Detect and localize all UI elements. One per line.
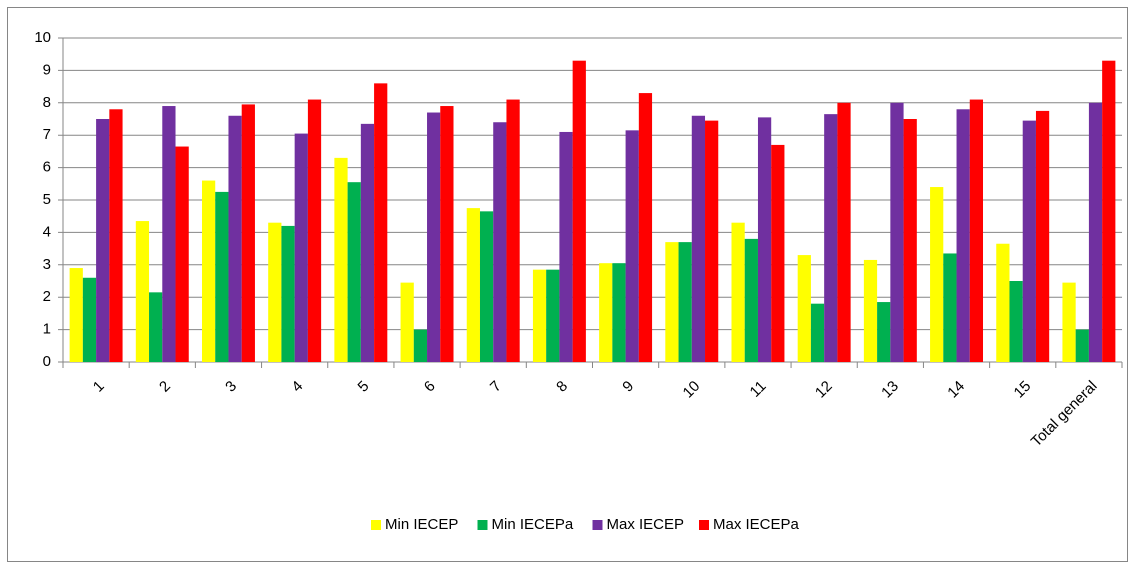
bar: [863, 259, 878, 362]
bar: [241, 104, 255, 363]
bar: [109, 109, 123, 362]
bar: [996, 243, 1010, 362]
bar: [427, 112, 441, 363]
bar: [69, 268, 83, 362]
y-tick-label: 8: [43, 94, 51, 111]
legend-label: Min IECEP: [385, 516, 458, 533]
y-tick-label: 0: [43, 353, 51, 370]
bar: [559, 131, 573, 362]
legend-label: Max IECEPa: [713, 516, 800, 533]
bar: [678, 242, 692, 362]
bar: [440, 106, 454, 362]
bar: [532, 269, 547, 362]
bar: [810, 303, 825, 362]
bar: [215, 191, 229, 362]
bar: [1022, 120, 1036, 363]
bar: [347, 182, 361, 362]
bar: [307, 99, 322, 362]
y-tick-label: 1: [43, 321, 51, 338]
bar: [149, 292, 163, 362]
legend-swatch: [477, 520, 488, 530]
bar: [360, 123, 375, 362]
bar: [228, 115, 242, 362]
bar: [162, 106, 176, 362]
bar: [334, 157, 348, 362]
bar: [493, 122, 507, 363]
y-tick-label: 2: [43, 288, 51, 305]
bar: [599, 263, 613, 362]
legend-label: Min IECEPa: [492, 516, 574, 533]
bar: [930, 187, 944, 362]
bar: [506, 99, 520, 362]
bar: [82, 277, 97, 362]
bar: [1062, 282, 1076, 362]
bar: [400, 282, 414, 362]
bar: [956, 109, 970, 362]
bar: [96, 119, 110, 362]
bar: [771, 144, 785, 362]
legend-swatch: [371, 520, 381, 530]
y-tick-label: 10: [34, 29, 51, 46]
bar: [572, 60, 586, 363]
bar: [612, 263, 626, 362]
bar: [877, 302, 891, 362]
bar: [281, 225, 295, 362]
bar: [638, 93, 653, 362]
bar: [479, 211, 494, 362]
bar: [837, 102, 851, 363]
bar: [731, 222, 745, 362]
bar: [797, 255, 811, 362]
bar: [413, 329, 428, 362]
bar: [201, 180, 216, 362]
legend-swatch: [699, 520, 709, 530]
bar: [1035, 110, 1050, 363]
y-tick-label: 6: [43, 159, 51, 176]
y-tick-label: 7: [43, 126, 51, 143]
bar: [135, 221, 150, 362]
bar: [943, 253, 957, 362]
bar: [705, 120, 719, 363]
legend-swatch: [592, 520, 603, 530]
bar: [625, 130, 639, 362]
bar: [466, 208, 480, 362]
y-tick-label: 5: [43, 191, 51, 208]
bar: [757, 117, 772, 362]
bar: [969, 99, 984, 362]
bar: [1102, 60, 1116, 363]
bar: [824, 114, 838, 362]
bar: [744, 238, 758, 362]
bar: [903, 119, 917, 362]
y-tick-label: 4: [43, 223, 51, 240]
bar: [1009, 281, 1023, 362]
bar: [546, 269, 560, 362]
bar: [890, 102, 904, 363]
y-tick-label: 9: [43, 61, 51, 78]
bar: [691, 115, 706, 362]
bar: [268, 222, 282, 362]
bar: [665, 242, 679, 362]
legend-label: Max IECEP: [607, 516, 685, 533]
bar: [374, 83, 388, 363]
y-tick-label: 3: [43, 256, 51, 273]
bar: [175, 146, 189, 362]
bar: [1075, 329, 1089, 362]
bar: [1088, 102, 1103, 363]
bar: [294, 133, 308, 362]
